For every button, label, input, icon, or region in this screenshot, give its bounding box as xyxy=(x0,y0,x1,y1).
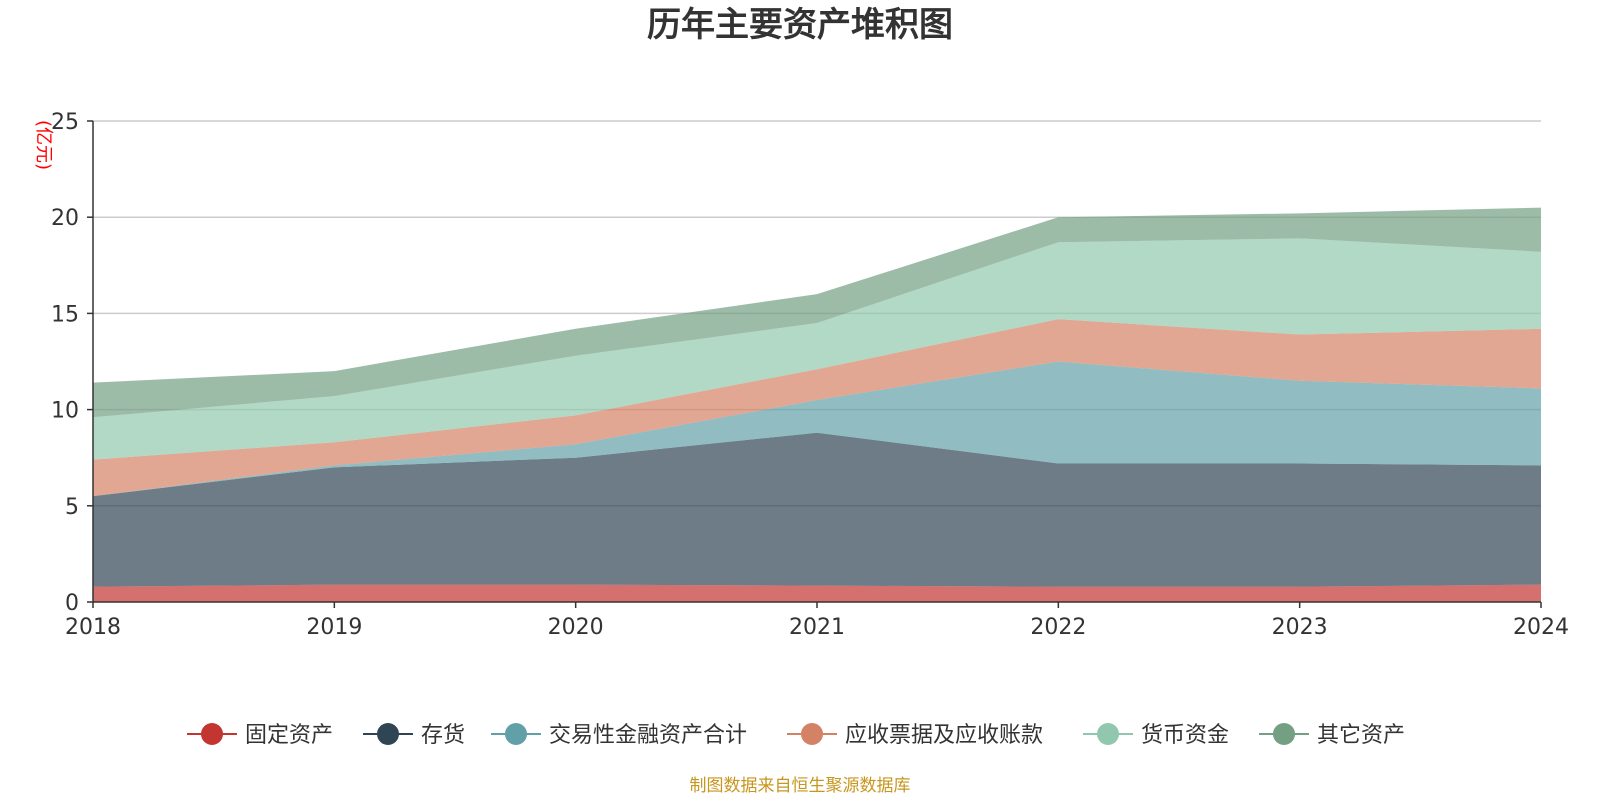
axes: 0 5 10 15 20 25 2018 2019 2020 2021 2022 2023 2024 xyxy=(51,110,1569,640)
legend-marker-icon xyxy=(201,723,223,745)
area-4 xyxy=(93,238,1541,460)
y-tick-label-25: 25 xyxy=(51,110,79,135)
legend-label: 交易性金融资产合计 xyxy=(549,723,747,748)
legend-marker-icon xyxy=(505,723,527,745)
area-3 xyxy=(93,319,1541,497)
legend-item-3[interactable]: 应收票据及应收账款 xyxy=(787,723,1043,748)
legend-label: 货币资金 xyxy=(1141,723,1229,748)
legend-label: 应收票据及应收账款 xyxy=(845,723,1043,748)
y-tick-label-20: 20 xyxy=(51,206,79,231)
y-tick-label-5: 5 xyxy=(65,495,79,520)
legend-item-4[interactable]: 货币资金 xyxy=(1083,723,1229,748)
area-5 xyxy=(93,207,1541,418)
legend-marker-icon xyxy=(377,723,399,745)
x-tick-label-2022: 2022 xyxy=(1030,615,1086,640)
area-0 xyxy=(93,584,1541,602)
legend-marker-icon xyxy=(801,723,823,745)
x-tick-label-2018: 2018 xyxy=(65,615,121,640)
chart-title: 历年主要资产堆积图 xyxy=(647,5,953,45)
y-axis-unit: (亿元) xyxy=(33,120,54,170)
x-tick-label-2024: 2024 xyxy=(1513,615,1569,640)
y-tick-label-0: 0 xyxy=(65,591,79,616)
legend-label: 固定资产 xyxy=(245,723,333,748)
legend-item-5[interactable]: 其它资产 xyxy=(1259,723,1405,748)
x-tick-label-2019: 2019 xyxy=(306,615,362,640)
y-tick-label-10: 10 xyxy=(51,399,79,424)
area-1 xyxy=(93,432,1541,587)
x-tick-label-2021: 2021 xyxy=(789,615,845,640)
legend-label: 存货 xyxy=(421,723,465,748)
legend-item-2[interactable]: 交易性金融资产合计 xyxy=(491,723,747,748)
area-2 xyxy=(93,361,1541,497)
legend-marker-icon xyxy=(1097,723,1119,745)
legend-label: 其它资产 xyxy=(1317,723,1405,748)
legend-item-0[interactable]: 固定资产 xyxy=(187,723,333,748)
area-series xyxy=(93,207,1541,602)
source-note: 制图数据来自恒生聚源数据库 xyxy=(690,776,911,796)
x-tick-label-2023: 2023 xyxy=(1272,615,1328,640)
legend-item-1[interactable]: 存货 xyxy=(363,723,465,748)
x-tick-label-2020: 2020 xyxy=(548,615,604,640)
legend-marker-icon xyxy=(1273,723,1295,745)
legend[interactable]: 固定资产 存货 交易性金融资产合计 应收票据及应收账款 货币资金 其它资产 xyxy=(187,723,1405,748)
y-tick-label-15: 15 xyxy=(51,302,79,327)
